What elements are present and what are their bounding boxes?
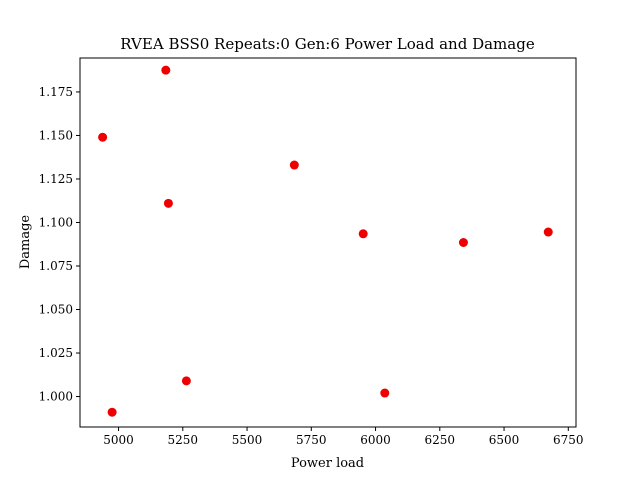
data-point [358, 229, 368, 239]
y-tick-label: 1.175 [39, 85, 73, 99]
y-axis: 1.000 1.025 1.050 1.075 1.100 1.125 1.150 1.175 [39, 85, 80, 404]
y-axis-label: Damage [18, 215, 33, 270]
x-tick-label: 6250 [425, 433, 456, 447]
y-tick-label: 1.025 [39, 346, 73, 360]
y-tick-label: 1.075 [39, 259, 73, 273]
x-tick-label: 5750 [296, 433, 327, 447]
y-tick-label: 1.100 [39, 215, 73, 229]
y-tick-label: 1.150 [39, 128, 73, 142]
y-tick-label: 1.000 [39, 390, 73, 404]
data-point [161, 65, 171, 75]
y-tick-label: 1.050 [39, 303, 73, 317]
data-point [458, 238, 468, 247]
x-tick-label: 5500 [232, 433, 263, 447]
x-tick-label: 5000 [103, 433, 134, 447]
x-tick-label: 6750 [553, 433, 584, 447]
data-point [543, 227, 553, 237]
data-point [98, 132, 108, 142]
chart-title: RVEA BSS0 Repeats:0 Gen:6 Power Load and… [120, 35, 535, 53]
y-tick-label: 1.125 [39, 172, 73, 186]
data-point [107, 407, 117, 417]
x-axis-label: Power load [291, 456, 364, 471]
plot-frame [79, 57, 577, 428]
x-tick-label: 5250 [168, 433, 199, 447]
data-point [181, 376, 191, 386]
plot-area [98, 65, 553, 417]
data-point [289, 160, 299, 170]
data-point [380, 388, 390, 398]
x-tick-label: 6000 [360, 433, 391, 447]
x-axis: 5000 5250 5500 5750 6000 6250 6500 6750 [103, 427, 584, 447]
data-point [163, 198, 173, 208]
x-tick-label: 6500 [489, 433, 520, 447]
